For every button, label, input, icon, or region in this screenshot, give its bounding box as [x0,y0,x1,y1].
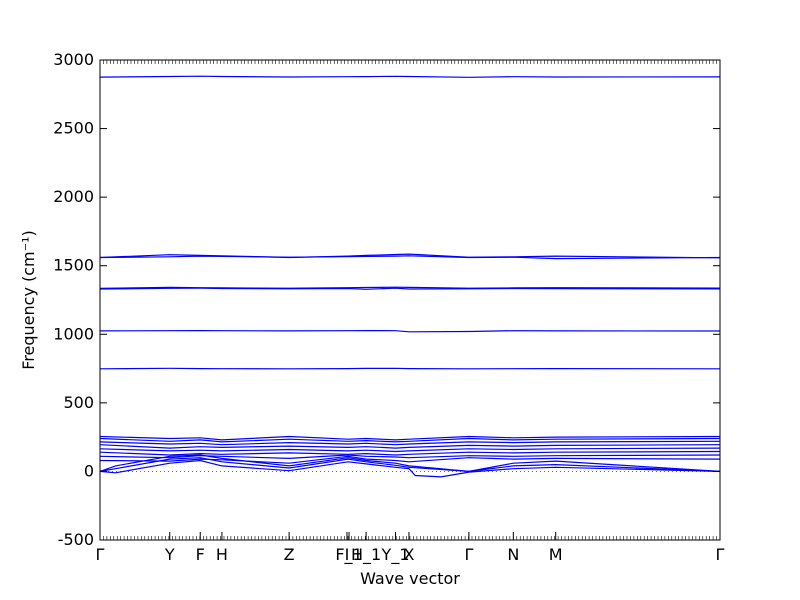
x-tick-label: I [345,545,350,564]
band-line-7 [99,367,721,370]
y-axis-label: Frequency (cm⁻¹) [19,230,38,369]
band-line-5 [99,287,721,290]
band-line-14 [99,454,721,460]
band-line-15 [99,455,721,464]
x-tick-label: M [549,545,563,564]
x-tick-label: X [403,545,414,564]
band-line-8 [99,435,721,441]
band-line-11 [99,444,721,449]
x-tick-label: Z [284,545,295,564]
y-tick-label: 0 [84,461,94,480]
x-tick-label: F_1 [335,545,362,565]
x-tick-label: Γ [96,545,105,564]
y-tick-label: 2000 [53,187,94,206]
y-tick-label: -500 [58,530,94,549]
x-tick-label: Γ [716,545,725,564]
x-tick-label: Γ [464,545,473,564]
x-tick-label: F [196,545,205,564]
band-line-10 [99,440,721,446]
plot-frame [99,59,721,541]
band-line-16 [99,454,721,473]
band-line-18 [99,459,721,478]
band-line-3 [99,255,721,260]
band-line-9 [99,437,721,443]
band-line-12 [99,447,721,453]
band-line-1 [99,75,721,78]
y-tick-label: 3000 [53,50,94,69]
x-tick-label: Y [164,545,175,564]
y-tick-label: 1000 [53,324,94,343]
y-tick-label: 500 [63,393,94,412]
x-tick-label: N [507,545,519,564]
band-line-13 [99,450,721,456]
x-tick-label: Y_1 [381,545,410,565]
y-tick-label: 1500 [53,256,94,275]
x-tick-label: H [216,545,228,564]
band-line-6 [99,330,721,333]
band-line-17 [99,457,721,473]
x-axis-label: Wave vector [360,569,460,588]
plot-background [100,60,720,540]
y-tick-label: 2500 [53,119,94,138]
x-tick-label: H_1 [351,545,381,565]
